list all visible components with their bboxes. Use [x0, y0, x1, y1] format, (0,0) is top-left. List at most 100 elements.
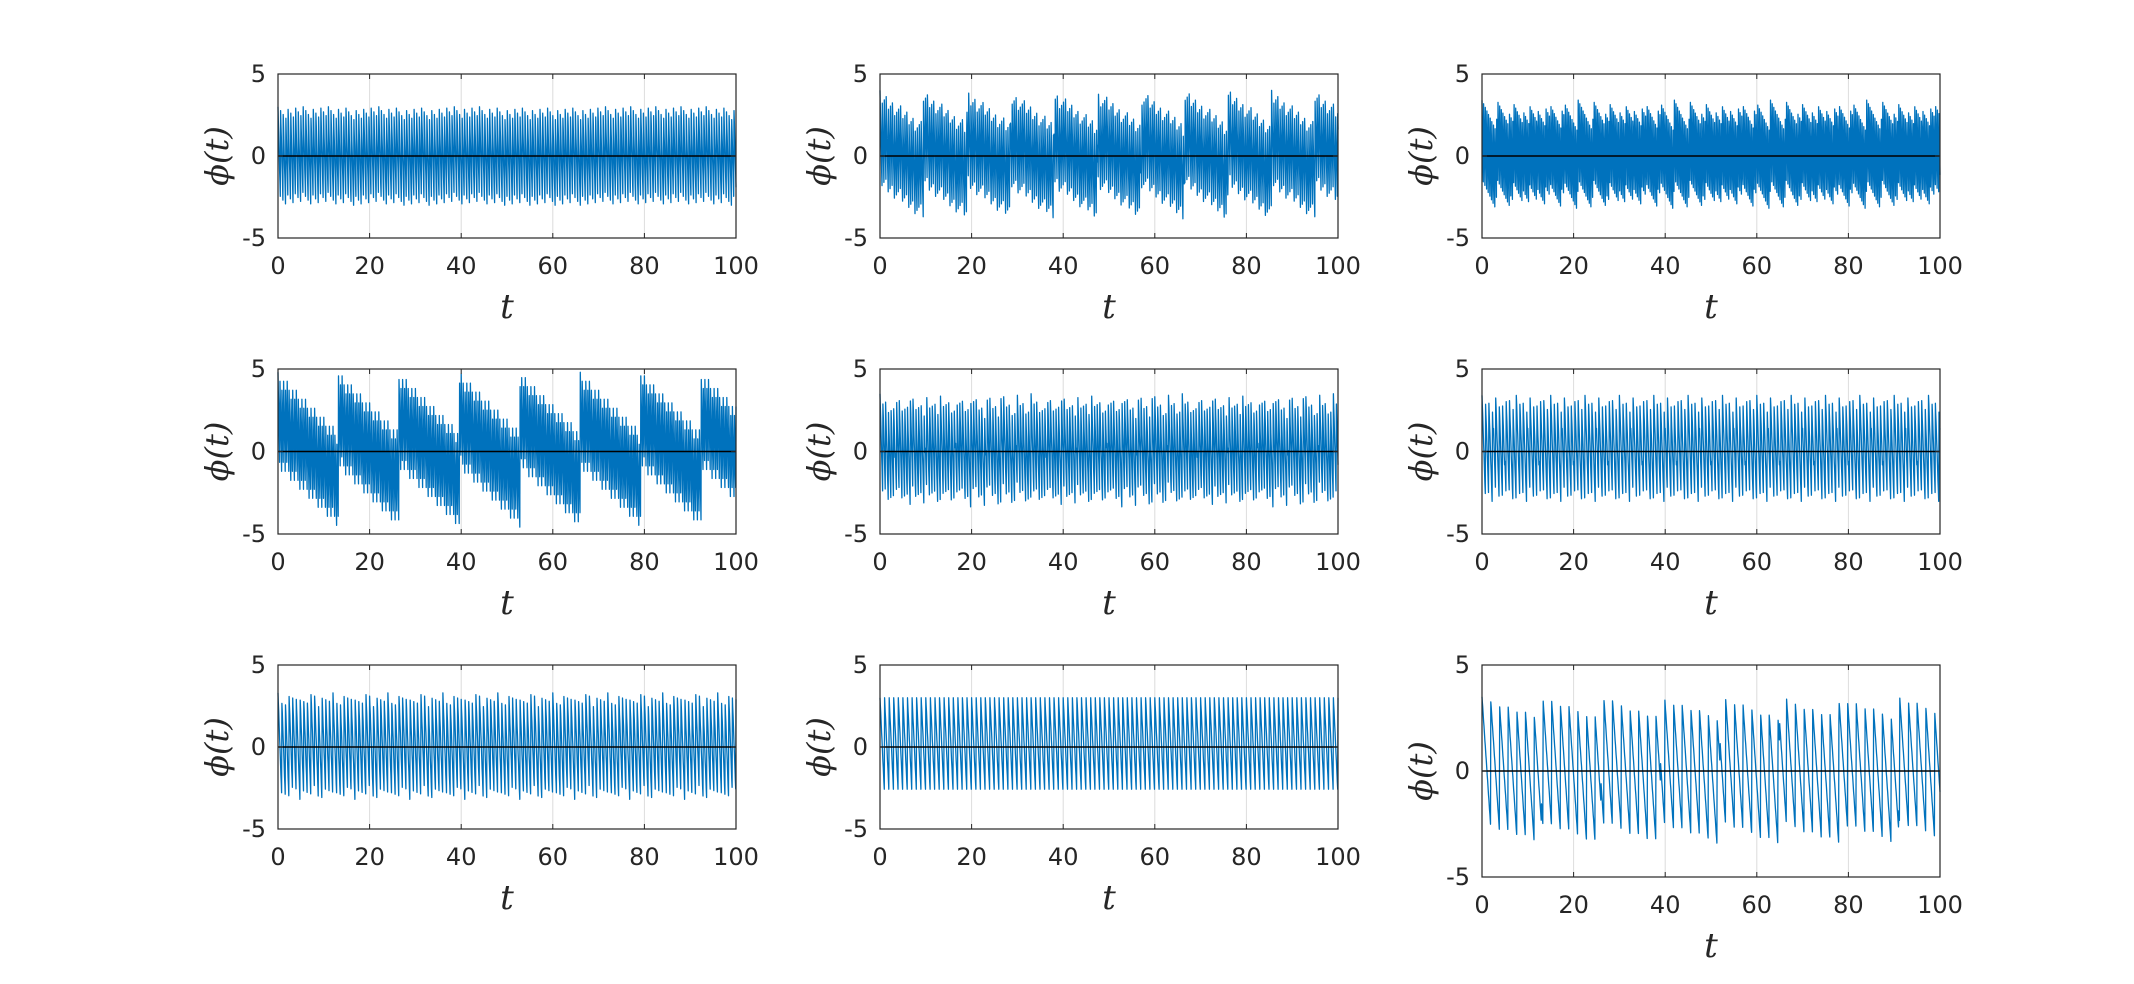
x-tick-label: 0	[872, 548, 887, 576]
y-tick-label: -5	[242, 224, 266, 252]
x-tick-label: 60	[538, 252, 569, 280]
x-tick-label: 80	[1833, 891, 1864, 919]
x-tick-label: 60	[538, 843, 569, 871]
y-axis-label: ϕ(t)	[800, 422, 838, 482]
y-tick-label: 5	[251, 355, 266, 383]
x-axis-label: t	[500, 878, 514, 918]
x-tick-label: 100	[1315, 843, 1361, 871]
y-tick-label: 5	[853, 60, 868, 88]
x-tick-label: 100	[1315, 252, 1361, 280]
y-tick-label: 5	[251, 60, 266, 88]
x-tick-label: 0	[872, 252, 887, 280]
y-tick-label: -5	[1446, 863, 1470, 891]
x-tick-label: 20	[1558, 548, 1589, 576]
y-axis-label: ϕ(t)	[1402, 422, 1440, 482]
x-tick-label: 60	[1742, 252, 1773, 280]
x-tick-label: 40	[446, 548, 477, 576]
x-tick-label: 80	[629, 252, 660, 280]
x-axis-label: t	[1102, 878, 1116, 918]
y-tick-label: 0	[853, 438, 868, 466]
x-tick-label: 40	[446, 252, 477, 280]
x-tick-label: 0	[270, 548, 285, 576]
series-line-phi	[879, 393, 1339, 508]
x-tick-label: 100	[713, 548, 759, 576]
x-axis-label: t	[500, 287, 514, 327]
x-tick-label: 40	[1048, 843, 1079, 871]
x-tick-label: 20	[956, 548, 987, 576]
y-tick-label: 5	[251, 651, 266, 679]
x-tick-label: 80	[1231, 548, 1262, 576]
x-tick-label: 20	[354, 843, 385, 871]
y-tick-label: -5	[844, 520, 868, 548]
y-tick-label: 0	[1455, 757, 1470, 785]
y-tick-label: 0	[853, 733, 868, 761]
x-tick-label: 60	[1140, 548, 1171, 576]
x-axis-label: t	[1704, 926, 1718, 966]
y-tick-label: -5	[844, 224, 868, 252]
x-tick-label: 20	[354, 252, 385, 280]
y-axis-label: ϕ(t)	[1402, 741, 1440, 801]
x-tick-label: 80	[629, 548, 660, 576]
y-tick-label: -5	[844, 815, 868, 843]
x-axis-label: t	[500, 583, 514, 623]
x-axis-label: t	[1704, 583, 1718, 623]
x-tick-label: 20	[1558, 252, 1589, 280]
x-tick-label: 80	[1833, 548, 1864, 576]
y-tick-label: 5	[853, 355, 868, 383]
series-line-phi	[1481, 394, 1941, 503]
x-tick-label: 20	[1558, 891, 1589, 919]
series-line-phi	[879, 697, 1339, 790]
x-tick-label: 0	[1474, 252, 1489, 280]
y-tick-label: 0	[1455, 438, 1470, 466]
x-tick-label: 40	[1650, 891, 1681, 919]
series-line-phi	[277, 692, 737, 800]
y-tick-label: -5	[1446, 224, 1470, 252]
series-line-phi	[277, 371, 737, 528]
series-line-phi	[277, 106, 737, 206]
y-tick-label: -5	[242, 815, 266, 843]
x-tick-label: 40	[1650, 252, 1681, 280]
x-tick-label: 100	[713, 252, 759, 280]
x-tick-label: 40	[446, 843, 477, 871]
x-tick-label: 60	[1742, 891, 1773, 919]
x-tick-label: 40	[1048, 252, 1079, 280]
x-tick-label: 80	[1231, 843, 1262, 871]
x-axis-label: t	[1704, 287, 1718, 327]
x-tick-label: 40	[1048, 548, 1079, 576]
y-tick-label: 0	[1455, 142, 1470, 170]
y-axis-label: ϕ(t)	[198, 717, 236, 777]
series-line-phi	[1481, 696, 1941, 844]
y-axis-label: ϕ(t)	[800, 126, 838, 186]
x-tick-label: 80	[1833, 252, 1864, 280]
y-tick-label: 5	[853, 651, 868, 679]
x-tick-label: 20	[956, 843, 987, 871]
y-tick-label: 5	[1455, 355, 1470, 383]
x-tick-label: 100	[1917, 891, 1963, 919]
x-axis-label: t	[1102, 287, 1116, 327]
y-axis-label: ϕ(t)	[800, 717, 838, 777]
x-tick-label: 100	[1917, 548, 1963, 576]
y-axis-label: ϕ(t)	[1402, 126, 1440, 186]
y-tick-label: -5	[242, 520, 266, 548]
x-tick-label: 0	[270, 843, 285, 871]
x-tick-label: 60	[1140, 252, 1171, 280]
x-tick-label: 100	[1917, 252, 1963, 280]
x-tick-label: 40	[1650, 548, 1681, 576]
x-axis-label: t	[1102, 583, 1116, 623]
x-tick-label: 0	[1474, 891, 1489, 919]
y-tick-label: -5	[1446, 520, 1470, 548]
y-tick-label: 0	[853, 142, 868, 170]
y-tick-label: 5	[1455, 60, 1470, 88]
y-tick-label: 0	[251, 142, 266, 170]
x-tick-label: 60	[1742, 548, 1773, 576]
